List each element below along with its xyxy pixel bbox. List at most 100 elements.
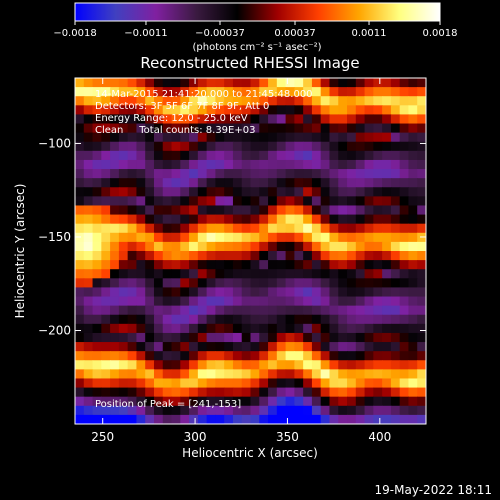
heatmap-cell xyxy=(136,251,146,261)
heatmap-cell xyxy=(189,323,199,334)
heatmap-cell xyxy=(320,196,331,207)
heatmap-cell xyxy=(259,387,269,398)
heatmap-cell xyxy=(110,123,120,134)
heatmap-cell xyxy=(259,323,269,334)
heatmap-cell xyxy=(399,369,410,380)
heatmap-cell xyxy=(303,96,313,106)
heatmap-cell xyxy=(250,314,260,325)
heatmap-cell xyxy=(75,159,85,170)
heatmap-cell xyxy=(127,378,138,389)
heatmap-cell xyxy=(303,123,313,134)
heatmap-cell xyxy=(355,314,366,325)
heatmap-cell xyxy=(232,314,243,325)
heatmap-cell xyxy=(75,387,85,398)
heatmap-cell xyxy=(118,241,129,252)
heatmap-cell xyxy=(390,114,401,125)
heatmap-cell xyxy=(399,378,410,389)
heatmap-cell xyxy=(311,178,322,188)
heatmap-cell xyxy=(189,141,199,152)
heatmap-cell xyxy=(382,141,392,152)
heatmap-cell xyxy=(311,387,322,398)
heatmap-cell xyxy=(153,214,164,225)
heatmap-cell xyxy=(382,132,392,143)
heatmap-cell xyxy=(215,123,225,134)
heatmap-cell xyxy=(153,278,164,289)
heatmap-cell xyxy=(171,396,181,407)
heatmap-cell xyxy=(320,132,331,143)
heatmap-cell xyxy=(311,232,322,243)
heatmap-cell xyxy=(259,414,269,424)
heatmap-cell xyxy=(162,87,173,97)
heatmap-cell xyxy=(136,178,146,188)
heatmap-cell xyxy=(364,414,374,424)
heatmap-cell xyxy=(320,159,331,170)
heatmap-cell xyxy=(276,278,287,289)
heatmap-cell xyxy=(408,269,418,279)
heatmap-cell xyxy=(285,360,295,370)
heatmap-cell xyxy=(180,287,190,298)
heatmap-cell xyxy=(215,214,225,225)
heatmap-cell xyxy=(92,169,102,179)
heatmap-cell xyxy=(189,178,199,188)
heatmap-cell xyxy=(338,123,348,134)
heatmap-cell xyxy=(347,114,357,125)
heatmap-cell xyxy=(338,260,348,270)
heatmap-cell xyxy=(382,232,392,243)
heatmap-cell xyxy=(145,141,155,152)
heatmap-cell xyxy=(338,114,348,125)
heatmap-cell xyxy=(250,396,260,407)
heatmap-cell xyxy=(338,132,348,143)
heatmap-cell xyxy=(390,323,401,334)
heatmap-cell xyxy=(285,396,295,407)
heatmap-cell xyxy=(303,205,313,216)
heatmap-cell xyxy=(145,323,155,334)
heatmap-cell xyxy=(162,214,173,225)
heatmap-cell xyxy=(276,342,287,352)
heatmap-cell xyxy=(399,87,410,97)
heatmap-cell xyxy=(382,323,392,334)
heatmap-cell xyxy=(320,351,331,361)
heatmap-cell xyxy=(408,105,418,116)
heatmap-cell xyxy=(320,150,331,161)
heatmap-cell xyxy=(364,287,374,298)
heatmap-cell xyxy=(189,96,199,106)
heatmap-cell xyxy=(338,214,348,225)
heatmap-cell xyxy=(118,314,129,325)
heatmap-cell xyxy=(171,369,181,380)
x-tick-label: 350 xyxy=(276,430,299,444)
heatmap-cell xyxy=(118,178,129,188)
heatmap-cell xyxy=(145,342,155,352)
heatmap-cell xyxy=(268,405,278,416)
heatmap-cell xyxy=(347,269,357,279)
heatmap-cell xyxy=(338,178,348,188)
heatmap-cell xyxy=(320,414,331,424)
heatmap-cell xyxy=(294,323,304,334)
heatmap-cell xyxy=(355,132,366,143)
heatmap-cell xyxy=(101,396,111,407)
heatmap-cell xyxy=(364,241,374,252)
heatmap-cell xyxy=(364,223,374,234)
heatmap-cell xyxy=(373,178,383,188)
heatmap-cell xyxy=(110,387,120,398)
heatmap-cell xyxy=(145,87,155,97)
heatmap-cell xyxy=(250,114,260,125)
heatmap-cell xyxy=(206,387,217,398)
heatmap-cell xyxy=(189,105,199,116)
heatmap-cell xyxy=(197,414,208,424)
heatmap-cell xyxy=(320,87,331,97)
heatmap-cell xyxy=(294,196,304,207)
heatmap-cell xyxy=(285,369,295,380)
heatmap-cell xyxy=(390,159,401,170)
heatmap-cell xyxy=(417,123,426,134)
heatmap-cell xyxy=(303,241,313,252)
heatmap-cell xyxy=(390,87,401,97)
heatmap-cell xyxy=(224,114,234,125)
heatmap-cell xyxy=(110,78,120,88)
heatmap-cell xyxy=(276,387,287,398)
heatmap-cell xyxy=(268,78,278,88)
heatmap-cell xyxy=(145,369,155,380)
heatmap-cell xyxy=(118,232,129,243)
heatmap-cell xyxy=(338,332,348,343)
heatmap-cell xyxy=(92,287,102,298)
heatmap-cell xyxy=(408,287,418,298)
